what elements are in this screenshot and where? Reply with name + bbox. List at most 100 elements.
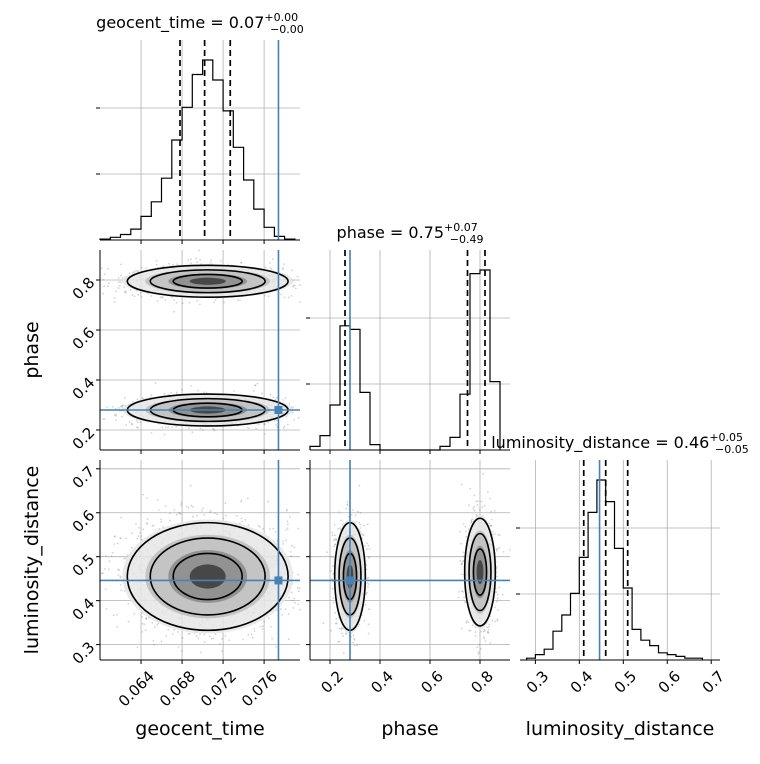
sample-point bbox=[204, 641, 206, 643]
sample-point bbox=[247, 498, 249, 500]
sample-point bbox=[288, 638, 290, 640]
sample-point bbox=[169, 520, 171, 522]
sample-point bbox=[483, 636, 485, 638]
sample-point bbox=[152, 640, 154, 642]
sample-point bbox=[497, 609, 499, 611]
sample-point bbox=[359, 527, 361, 529]
sample-point bbox=[275, 531, 277, 533]
sample-point bbox=[158, 509, 160, 511]
sample-point bbox=[116, 614, 118, 616]
sample-point bbox=[284, 425, 286, 427]
sample-point bbox=[461, 564, 463, 566]
sample-point bbox=[367, 523, 369, 525]
sample-point bbox=[116, 626, 118, 628]
sample-point bbox=[489, 498, 491, 500]
sample-point bbox=[118, 569, 120, 571]
sample-point bbox=[118, 407, 120, 409]
sample-point bbox=[127, 603, 129, 605]
sample-point bbox=[461, 562, 463, 564]
sample-point bbox=[288, 613, 290, 615]
sample-point bbox=[271, 268, 273, 270]
sample-point bbox=[221, 638, 223, 640]
sample-point bbox=[270, 267, 272, 269]
sample-point bbox=[494, 510, 496, 512]
sample-point bbox=[367, 586, 369, 588]
sample-point bbox=[176, 263, 178, 265]
sample-point bbox=[369, 548, 371, 550]
sample-point bbox=[191, 505, 193, 507]
sample-point bbox=[340, 520, 342, 522]
sample-point bbox=[203, 391, 205, 393]
sample-point bbox=[202, 429, 204, 431]
sample-point bbox=[111, 555, 113, 557]
sample-point bbox=[190, 262, 192, 264]
sample-point bbox=[192, 516, 194, 518]
sample-point bbox=[165, 505, 167, 507]
sample-point bbox=[297, 587, 299, 589]
sample-point bbox=[190, 258, 192, 260]
sample-point bbox=[368, 633, 370, 635]
sample-point bbox=[141, 631, 143, 633]
sample-point bbox=[122, 405, 124, 407]
sample-point bbox=[482, 473, 484, 475]
truth-marker bbox=[274, 576, 282, 584]
sample-point bbox=[239, 299, 241, 301]
sample-point bbox=[332, 597, 334, 599]
sample-point bbox=[287, 527, 289, 529]
sample-point bbox=[187, 259, 189, 261]
sample-point bbox=[221, 650, 223, 652]
joint-panel-phase-vs-geocent_time bbox=[96, 249, 301, 454]
sample-point bbox=[254, 384, 256, 386]
sample-point bbox=[129, 421, 131, 423]
sample-point bbox=[359, 485, 361, 487]
sample-point bbox=[354, 645, 356, 647]
sample-point bbox=[293, 284, 295, 286]
panel-title-phase: phase = 0.75+0.07−0.49 bbox=[337, 221, 484, 246]
sample-point bbox=[141, 616, 143, 618]
sample-point bbox=[155, 382, 157, 384]
sample-point bbox=[458, 597, 460, 599]
sample-point bbox=[115, 413, 117, 415]
sample-point bbox=[204, 634, 206, 636]
sample-point bbox=[177, 631, 179, 633]
sample-point bbox=[108, 560, 110, 562]
panel-title-luminosity_distance: luminosity_distance = 0.46+0.05−0.05 bbox=[491, 431, 749, 456]
sample-point bbox=[120, 537, 122, 539]
hist-panel-geocent_time: geocent_time = 0.07+0.00−0.00 bbox=[96, 11, 304, 244]
sample-point bbox=[254, 630, 256, 632]
hist-panel-luminosity_distance: luminosity_distance = 0.46+0.05−0.05 bbox=[491, 431, 749, 664]
sample-point bbox=[201, 510, 203, 512]
sample-point bbox=[259, 526, 261, 528]
sample-point bbox=[242, 639, 244, 641]
sample-point bbox=[333, 602, 335, 604]
sample-point bbox=[291, 295, 293, 297]
sample-point bbox=[160, 519, 162, 521]
sample-point bbox=[214, 302, 216, 304]
sample-point bbox=[157, 499, 159, 501]
sample-point bbox=[291, 592, 293, 594]
sample-point bbox=[347, 501, 349, 503]
sample-point bbox=[476, 646, 478, 648]
sample-point bbox=[182, 637, 184, 639]
sample-point bbox=[496, 550, 498, 552]
sample-point bbox=[280, 294, 282, 296]
sample-point bbox=[265, 267, 267, 269]
sample-point bbox=[140, 292, 142, 294]
sample-point bbox=[287, 424, 289, 426]
sample-point bbox=[287, 521, 289, 523]
sample-point bbox=[125, 537, 127, 539]
sample-point bbox=[283, 263, 285, 265]
sample-point bbox=[241, 500, 243, 502]
sample-point bbox=[335, 618, 337, 620]
sample-point bbox=[272, 258, 274, 260]
sample-point bbox=[131, 547, 133, 549]
sample-point bbox=[164, 299, 166, 301]
sample-point bbox=[248, 524, 250, 526]
sample-point bbox=[241, 521, 243, 523]
density-level bbox=[190, 564, 226, 588]
sample-point bbox=[120, 584, 122, 586]
sample-point bbox=[241, 262, 243, 264]
sample-point bbox=[474, 495, 476, 497]
sample-point bbox=[369, 556, 371, 558]
truth-marker bbox=[274, 406, 282, 414]
